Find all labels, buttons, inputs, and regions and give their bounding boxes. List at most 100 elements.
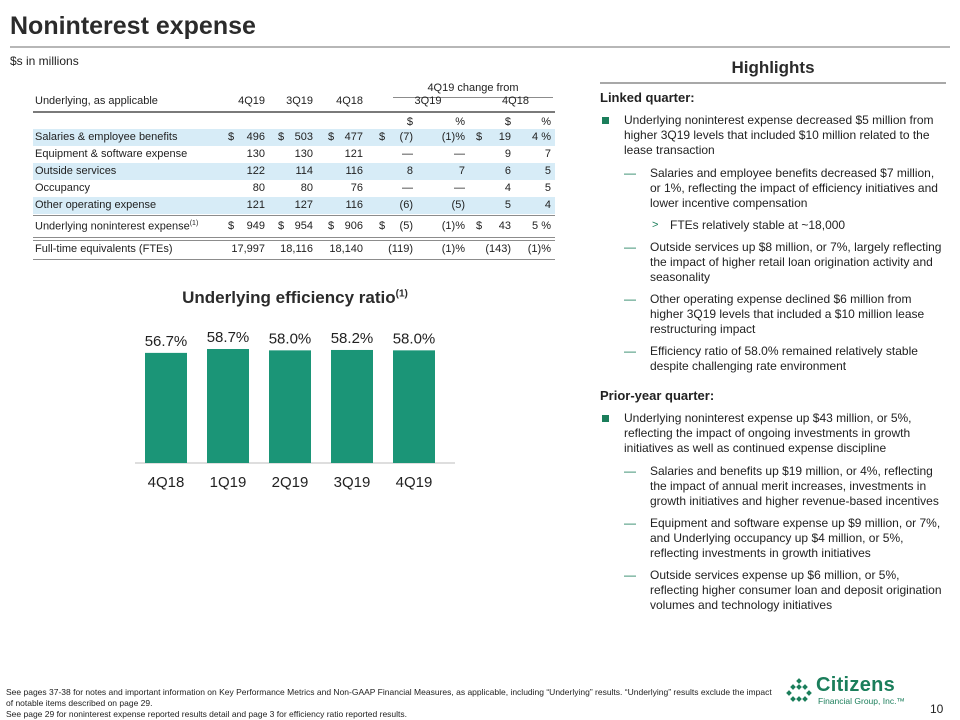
page-title: Noninterest expense [10,12,256,40]
cell-change-3q19-pct: (1)% [441,131,465,143]
cell-4q18: 906 [344,220,363,232]
column-header-4q18: 4Q18 [336,95,363,107]
column-header-row: Underlying, as applicable 4Q19 3Q19 4Q18… [33,93,555,110]
cell-4q18: 121 [344,148,363,160]
data-label-4q19: 58.0% [393,330,436,347]
page-number: 10 [930,702,944,716]
row-label: Outside services [35,165,117,177]
sub-bullet-item: — Outside services expense up $6 million,… [624,568,942,612]
dollar-sign: $ [328,131,335,143]
citizens-logo-icon [786,678,812,702]
cell-change-4q18-pct: 4 % [532,131,551,143]
bar-3q19 [331,349,373,463]
cell-4q19: 496 [246,131,265,143]
cell-change-4q18-pct: 4 [544,199,551,211]
dollar-sign: $ [278,131,285,143]
sub-sub-bullet-item: > FTEs relatively stable at ~18,000 [652,218,846,232]
footnote-line-2: See page 29 for noninterest expense repo… [6,709,408,719]
cell-change-4q18-pct: 5 [544,182,551,194]
cell-4q19: 121 [246,199,265,211]
table-row: Occupancy 80 80 76 — — 4 5 [33,180,555,197]
tick-label-4q19: 4Q19 [396,474,433,491]
dash-bullet-icon: — [624,292,636,306]
highlights-divider [600,82,946,84]
dollar-sign: $ [379,131,386,143]
cell-4q19: 80 [252,182,265,194]
data-label-3q19: 58.2% [331,330,374,347]
change-header-rule [393,97,553,98]
cell-change-3q19-dollar: (6) [399,199,413,211]
cell-4q19: 122 [246,165,265,177]
chart-title: Underlying efficiency ratio(1) [182,288,408,307]
table-row: Salaries & employee benefits $ 496 $ 503… [33,129,555,146]
row-label: Underlying noninterest expense(1) [35,220,199,233]
tick-label-1q19: 1Q19 [210,474,247,491]
sub-bullet-item: — Salaries and benefits up $19 million, o… [624,464,939,508]
cell-4q18: 116 [345,165,363,177]
fte-underline [33,259,555,260]
bullet-item: Underlying noninterest expense decreased… [598,113,948,158]
total-row: Underlying noninterest expense(1) $ 949 … [33,218,555,235]
cell-change-4q18-dollar: 43 [498,220,511,232]
total-rule [33,215,555,216]
sub-bullet-item: — Outside services up $8 million, or 7%, … [624,240,942,284]
data-label-1q19: 58.7% [207,329,250,346]
cell-3q19: 130 [294,148,313,160]
row-label: Occupancy [35,182,91,194]
footnote-line-1: See pages 37-38 for notes and important … [6,687,772,708]
dollar-sign: $ [228,131,235,143]
sub-bullet-item: — Equipment and software expense up $9 mi… [624,516,941,560]
cell-4q18: 116 [345,199,363,211]
cell-4q18: 76 [350,182,363,194]
sub-bullet-item: — Efficiency ratio of 58.0% remained rela… [624,344,918,373]
subhead-pct-2: % [541,116,551,128]
subheader-row: $ % $ % [33,114,555,131]
square-bullet-icon [602,117,609,124]
dollar-sign: $ [328,220,335,232]
data-label-2q19: 58.0% [269,330,312,347]
cell-4q18: 18,140 [329,243,363,255]
cell-3q19: 18,116 [280,243,313,255]
bar-1q19 [207,349,249,463]
bar-4q19 [393,350,435,463]
logo-subtitle: Financial Group, Inc.™ [818,696,905,706]
dash-bullet-icon: — [624,464,636,478]
highlights-title: Highlights [731,58,815,77]
cell-3q19: 503 [294,131,313,143]
cell-change-4q18-pct: 5 [544,165,551,177]
data-label-4q18: 56.7% [145,333,188,350]
linked-quarter-heading: Linked quarter: [600,90,695,105]
cell-4q19: 949 [246,220,265,232]
dollar-sign: $ [476,131,483,143]
cell-4q18: 477 [344,131,363,143]
tick-label-3q19: 3Q19 [334,474,371,491]
table-row: Equipment & software expense 130 130 121… [33,146,555,163]
sub-bullet-item: — Salaries and employee benefits decrease… [624,166,938,210]
cell-change-3q19-pct: (1)% [441,220,465,232]
cell-change-3q19-dollar: (5) [399,220,413,232]
dash-bullet-icon: — [624,166,636,180]
subhead-pct-1: % [455,116,465,128]
cell-3q19: 80 [300,182,313,194]
column-header-4q19: 4Q19 [238,95,265,107]
cell-change-3q19-pct: — [454,148,465,160]
row-label: Other operating expense [35,199,157,211]
logo-name: Citizens [816,674,896,696]
highlights-panel: Linked quarter: Underlying noninterest e… [598,88,948,620]
group-header-4q18: 4Q18 [502,95,529,107]
dollar-sign: $ [228,220,235,232]
subhead-dollar-1: $ [406,116,413,128]
cell-change-3q19-dollar: — [402,182,413,194]
group-header-3q19: 3Q19 [414,95,442,107]
dash-bullet-icon: — [624,344,636,358]
dollar-sign: $ [476,220,483,232]
dash-bullet-icon: — [624,516,636,530]
cell-4q19: 17,997 [231,243,265,255]
title-divider [10,46,950,48]
dollar-sign: $ [379,220,386,232]
cell-change-3q19-pct: 7 [458,165,465,177]
cell-4q19: 130 [246,148,265,160]
cell-change-4q18-dollar: 5 [504,199,511,211]
cell-change-4q18-dollar: 6 [504,165,511,177]
row-label: Full-time equivalents (FTEs) [35,243,173,255]
